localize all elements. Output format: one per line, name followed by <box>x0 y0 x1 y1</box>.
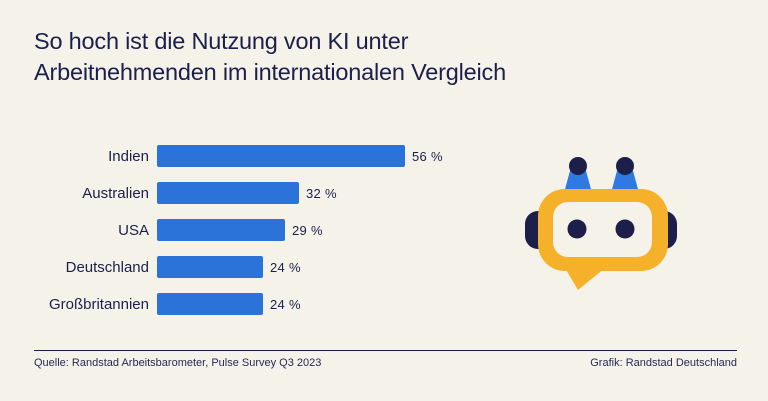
robot-right-antenna-tip <box>616 157 634 175</box>
bar-row: USA 29 % <box>33 219 443 241</box>
robot-left-antenna-tip <box>569 157 587 175</box>
robot-left-antenna <box>564 167 592 193</box>
bar-row: Australien 32 % <box>33 182 443 204</box>
bar <box>157 219 285 241</box>
bar-value-label: 29 % <box>292 222 323 238</box>
robot-left-eye <box>567 219 587 239</box>
robot-right-antenna <box>611 167 639 193</box>
bar-value-label: 24 % <box>270 296 301 312</box>
bar-category-label: Großbritannien <box>48 295 149 313</box>
page-title: So hoch ist die Nutzung von KI unter Arb… <box>34 26 674 88</box>
bar-category-label: Deutschland <box>65 258 149 276</box>
bar-category-label: Indien <box>108 147 149 165</box>
page-title-line-1: So hoch ist die Nutzung von KI unter <box>34 28 409 54</box>
robot-chatbot-icon <box>525 157 677 290</box>
footer-divider <box>34 350 737 351</box>
bar-category-label: Australien <box>82 184 149 202</box>
page-title-line-2: Arbeitnehmenden im internationalen Vergl… <box>34 59 506 85</box>
bar-row: Großbritannien 24 % <box>33 293 443 315</box>
bar-row: Deutschland 24 % <box>33 256 443 278</box>
robot-right-eye <box>615 219 635 239</box>
bar-chart-rows: Indien 56 % Australien 32 % USA 29 % Deutschla… <box>33 145 443 315</box>
bar-value-label: 56 % <box>412 148 443 164</box>
footer-credit: Grafik: Randstad Deutschland <box>590 357 737 369</box>
robot-face <box>553 202 652 257</box>
robot-speech-tail <box>565 268 605 290</box>
footer-source: Quelle: Randstad Arbeitsbarometer, Pulse… <box>34 357 322 369</box>
bar <box>157 182 299 204</box>
bar-value-label: 32 % <box>306 185 337 201</box>
bar-value-label: 24 % <box>270 259 301 275</box>
bar-row: Indien 56 % <box>33 145 443 167</box>
bar <box>157 145 405 167</box>
bar <box>157 256 263 278</box>
bar-category-label: USA <box>118 221 149 239</box>
bar <box>157 293 263 315</box>
bar-chart: Indien 56 % Australien 32 % USA 29 % Deutschla… <box>33 145 443 330</box>
